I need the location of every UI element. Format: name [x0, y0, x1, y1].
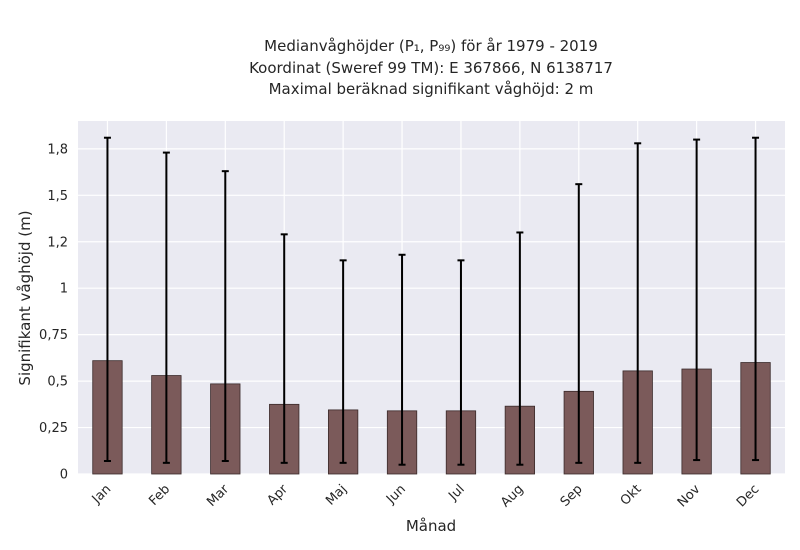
x-tick-label-maj: Maj: [323, 482, 350, 509]
y-tick-label-2: 0,5: [47, 375, 68, 390]
x-tick-label-dec: Dec: [734, 482, 762, 510]
x-tick-label-jun: Jun: [383, 482, 409, 508]
plot-area: [78, 121, 785, 474]
chart-title: Medianvåghöjder (P₁, P₉₉) för år 1979 - …: [249, 37, 613, 98]
x-tick-label-mar: Mar: [204, 481, 232, 509]
y-tick-label-5: 1,2: [47, 235, 68, 250]
x-tick-label-jan: Jan: [89, 482, 114, 507]
y-tick-label-6: 1,5: [47, 189, 68, 204]
x-tick-label-okt: Okt: [618, 482, 645, 509]
y-tick-label-0: 0: [60, 468, 68, 483]
x-tick-label-feb: Feb: [146, 482, 173, 509]
title-line-1: Medianvåghöjder (P₁, P₉₉) för år 1979 - …: [264, 37, 598, 55]
y-axis-ticks: 0 0,25 0,5 0,75 1 1,2 1,5 1,8: [39, 142, 68, 482]
title-line-2: Koordinat (Sweref 99 TM): E 367866, N 61…: [249, 59, 613, 77]
title-line-3: Maximal beräknad signifikant våghöjd: 2 …: [269, 80, 594, 98]
x-tick-label-aug: Aug: [498, 482, 527, 511]
y-tick-label-3: 0,75: [39, 328, 68, 343]
y-tick-label-1: 0,25: [39, 421, 68, 436]
x-axis-label: Månad: [406, 517, 456, 535]
x-tick-label-jul: Jul: [445, 482, 467, 504]
y-tick-label-7: 1,8: [47, 142, 68, 157]
x-axis-ticks: Jan Feb Mar Apr Maj Jun Jul Aug Sep Okt Nov Dec: [89, 481, 763, 510]
y-tick-label-4: 1: [60, 282, 68, 297]
x-tick-label-apr: Apr: [265, 481, 292, 508]
x-tick-label-sep: Sep: [558, 482, 586, 510]
error-bars: [103, 136, 760, 466]
y-axis-label: Signifikant våghöjd (m): [16, 210, 34, 385]
x-tick-label-nov: Nov: [675, 482, 704, 511]
